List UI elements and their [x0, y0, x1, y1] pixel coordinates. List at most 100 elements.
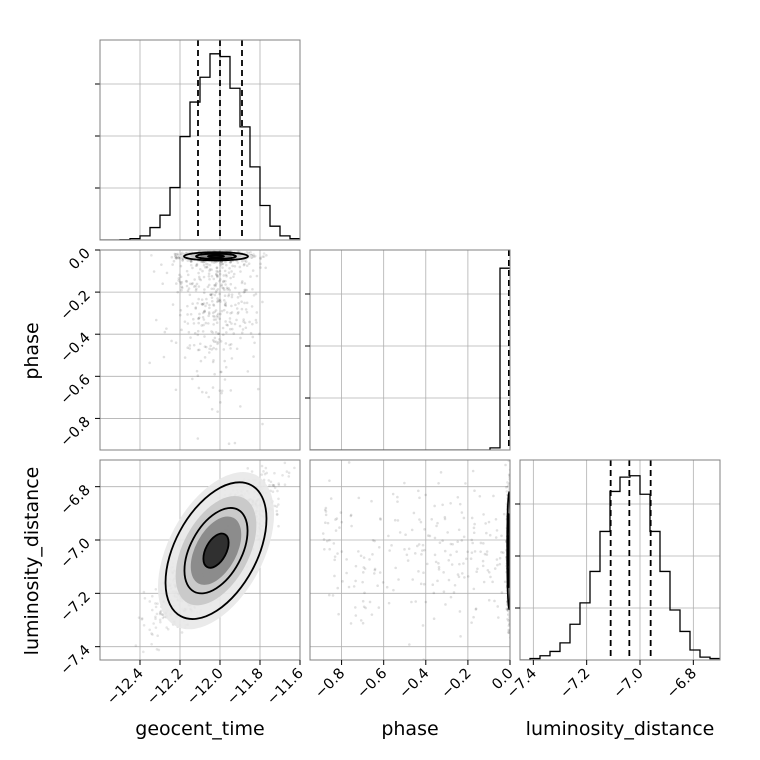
- sample-point: [260, 473, 264, 476]
- sample-point: [221, 286, 225, 290]
- sample-point: [188, 282, 192, 286]
- sample-point: [212, 314, 215, 318]
- sample-point: [216, 332, 220, 335]
- sample-point: [191, 282, 194, 285]
- sample-point: [160, 613, 164, 616]
- sample-point: [224, 273, 228, 277]
- panel-background: [310, 250, 510, 450]
- sample-point: [186, 289, 190, 293]
- sample-point: [230, 293, 234, 296]
- sample-point: [185, 269, 189, 273]
- sample-point: [207, 274, 211, 278]
- sample-point: [197, 317, 200, 321]
- sample-point: [210, 299, 214, 303]
- sample-point: [230, 357, 234, 360]
- sample-point: [245, 310, 249, 314]
- panels-layer: [95, 39, 721, 661]
- sample-point: [143, 597, 147, 600]
- sample-point: [216, 274, 219, 277]
- sample-point: [505, 490, 509, 493]
- sample-point: [224, 301, 227, 305]
- sample-point: [216, 300, 219, 304]
- sample-point: [154, 615, 157, 619]
- sample-point: [242, 320, 245, 323]
- sample-point: [210, 407, 214, 411]
- sample-point: [214, 340, 218, 344]
- sample-point: [216, 270, 220, 274]
- sample-point: [216, 340, 220, 344]
- sample-point: [148, 628, 151, 632]
- sample-point: [242, 263, 246, 267]
- sample-point: [189, 260, 193, 264]
- sample-point: [214, 347, 218, 351]
- sample-point: [186, 346, 190, 349]
- sample-point: [242, 318, 245, 321]
- sample-point: [195, 282, 199, 286]
- contour-line: [164, 481, 268, 620]
- sample-point: [233, 264, 237, 268]
- sample-point: [261, 422, 264, 426]
- sample-point: [223, 269, 227, 273]
- sample-point: [262, 255, 266, 258]
- sample-point: [174, 254, 178, 258]
- histogram-bin: [630, 476, 640, 660]
- sample-point: [216, 299, 220, 303]
- sample-point: [243, 262, 246, 266]
- sample-point: [154, 587, 158, 591]
- sample-point: [207, 272, 211, 276]
- sample-point: [216, 297, 219, 300]
- sample-point: [223, 303, 227, 307]
- sample-point: [197, 297, 200, 301]
- sample-point: [216, 275, 219, 279]
- sample-point: [215, 321, 219, 324]
- sample-point: [227, 294, 230, 298]
- sample-point: [207, 395, 211, 399]
- sample-point: [208, 267, 212, 271]
- histogram-bin: [230, 88, 240, 240]
- sample-point: [175, 257, 179, 260]
- sample-point: [198, 312, 201, 316]
- histogram-bin: [560, 643, 570, 660]
- sample-point: [177, 277, 181, 280]
- sample-point: [462, 535, 466, 539]
- sample-point: [201, 303, 204, 306]
- sample-point: [206, 285, 210, 289]
- histogram-bin: [660, 571, 670, 660]
- sample-point: [267, 479, 271, 482]
- sample-point: [228, 288, 231, 292]
- sample-point: [213, 315, 216, 318]
- sample-point: [150, 254, 153, 257]
- sample-point: [191, 317, 195, 321]
- sample-point: [225, 286, 229, 290]
- sample-point: [179, 264, 183, 268]
- sample-point: [253, 254, 257, 258]
- sample-point: [205, 265, 209, 269]
- sample-point: [187, 287, 191, 290]
- sample-point: [239, 270, 242, 273]
- sample-point: [232, 272, 236, 276]
- sample-point: [202, 302, 206, 305]
- sample-point: [252, 253, 255, 256]
- sample-point: [217, 299, 221, 302]
- sample-point: [200, 298, 204, 301]
- sample-point: [210, 296, 214, 299]
- sample-point: [204, 345, 208, 349]
- sample-point: [247, 262, 251, 265]
- sample-point: [198, 348, 201, 352]
- sample-point: [275, 513, 279, 516]
- histogram-bin: [640, 494, 650, 660]
- sample-point: [214, 291, 218, 294]
- sample-point: [258, 457, 261, 460]
- panel-border: [519, 459, 721, 661]
- sample-point: [220, 284, 223, 288]
- sample-point: [205, 265, 208, 269]
- sample-point: [255, 321, 258, 324]
- sample-point: [285, 470, 289, 473]
- sample-point: [507, 631, 510, 635]
- sample-point: [252, 255, 256, 259]
- sample-point: [216, 287, 220, 291]
- sample-point: [134, 644, 138, 647]
- sample-point: [244, 308, 248, 311]
- sample-point: [235, 347, 239, 351]
- sample-point: [222, 298, 226, 302]
